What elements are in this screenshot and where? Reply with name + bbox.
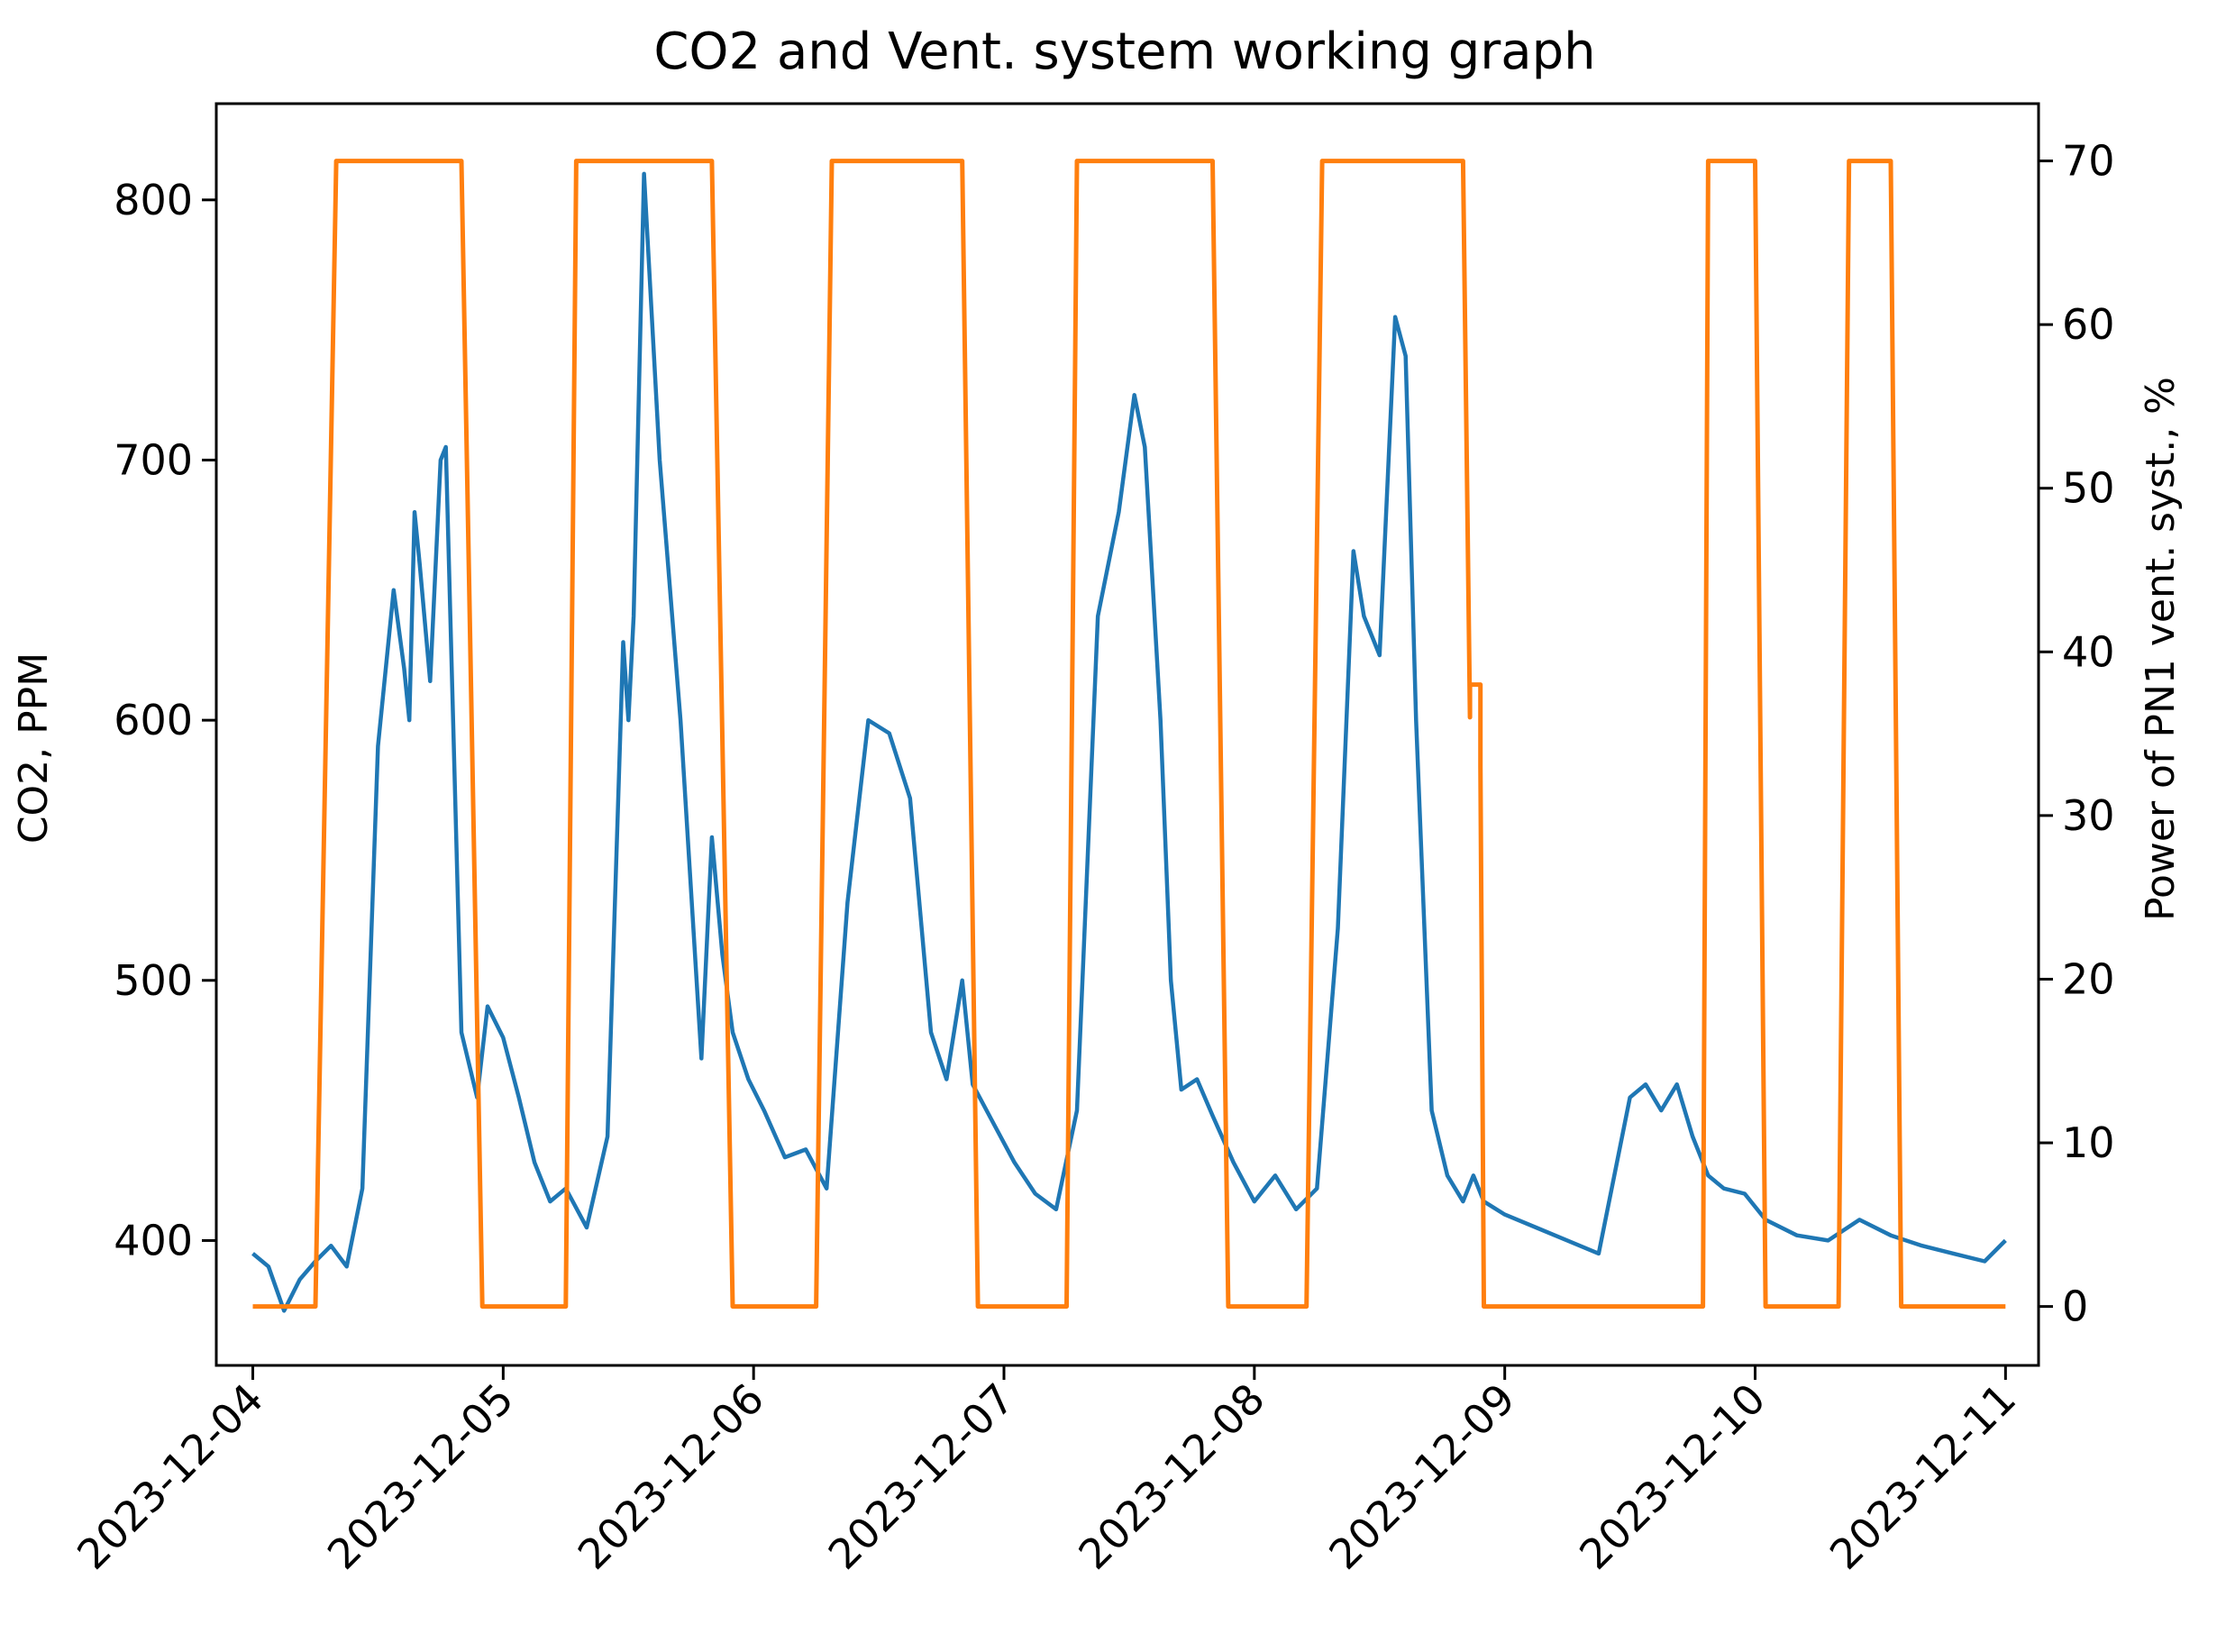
y-axis-title-right: Power of PN1 vent. syst., % (2138, 377, 2184, 921)
y-tick-label-left: 400 (114, 1216, 193, 1264)
y-tick-label-left: 500 (114, 956, 193, 1005)
x-tick-label: 2023-12-05 (318, 1374, 523, 1579)
y-tick-label-right: 70 (2062, 137, 2115, 186)
x-tick-label: 2023-12-11 (1820, 1374, 2025, 1579)
x-tick-label: 2023-12-08 (1069, 1374, 1273, 1579)
x-tick-label: 2023-12-06 (569, 1374, 773, 1579)
y-axis-title-left: CO2, PPM (11, 653, 57, 844)
y-tick-label-left: 700 (114, 435, 193, 484)
x-tick-label: 2023-12-10 (1570, 1374, 1775, 1579)
x-axis: 2023-12-04 2023-12-05 2023-12-06 2023-12-07… (68, 1365, 2025, 1579)
x-tick-label: 2023-12-09 (1319, 1374, 1524, 1579)
y-tick-label-right: 30 (2062, 791, 2115, 840)
y-tick-label-left: 600 (114, 696, 193, 744)
y-tick-label-right: 40 (2062, 627, 2115, 676)
y-tick-label-right: 10 (2062, 1118, 2115, 1167)
y-tick-label-right: 50 (2062, 464, 2115, 513)
y-tick-label-left: 800 (114, 176, 193, 224)
x-tick-label: 2023-12-04 (68, 1374, 272, 1579)
series-line-vent-power (252, 159, 2006, 1310)
chart-title: CO2 and Vent. system working graph (653, 23, 1595, 81)
y-tick-label-right: 0 (2062, 1282, 2088, 1331)
plot-lines (251, 159, 2007, 1313)
y-tick-label-right: 20 (2062, 954, 2115, 1003)
x-tick-label: 2023-12-07 (819, 1374, 1024, 1579)
y-axis-left: 400 500 600 700 800 (114, 176, 216, 1264)
series-line-co2 (251, 171, 2007, 1313)
y-axis-right: 0 10 20 30 40 50 60 70 (2039, 137, 2115, 1331)
plot-frame (214, 102, 2040, 1367)
y-tick-label-right: 60 (2062, 300, 2115, 349)
